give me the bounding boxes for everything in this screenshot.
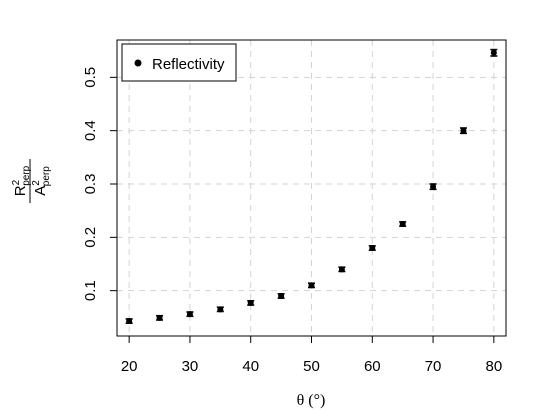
y-tick-label: 0.4 <box>82 120 99 141</box>
point-marker <box>430 183 437 190</box>
point-marker <box>338 266 345 273</box>
y-tick-label: 0.2 <box>82 227 99 248</box>
x-tick-label: 60 <box>364 358 381 375</box>
point-marker <box>369 245 376 251</box>
y-tick-label: 0.1 <box>82 280 99 301</box>
x-tick-label: 40 <box>242 358 259 375</box>
y-title-numerator: R2perp <box>11 165 32 196</box>
data-point <box>277 293 285 299</box>
data-points <box>125 48 498 325</box>
data-point <box>459 127 467 135</box>
data-point <box>429 183 437 191</box>
legend-marker <box>134 59 142 67</box>
point-marker <box>217 306 224 313</box>
x-tick-label: 30 <box>182 358 199 375</box>
point-marker <box>278 293 285 299</box>
x-tick-label: 80 <box>486 358 503 375</box>
data-point <box>125 318 133 325</box>
x-tick-label: 50 <box>303 358 320 375</box>
point-marker <box>156 314 163 321</box>
point-marker <box>186 311 193 318</box>
legend-label: Reflectivity <box>152 56 225 73</box>
point-marker <box>399 221 406 227</box>
point-marker <box>460 127 467 134</box>
x-axis: 20 30 40 50 60 70 80 <box>121 335 503 375</box>
data-point <box>247 299 255 306</box>
data-point <box>308 282 315 289</box>
grid-lines <box>117 40 506 336</box>
data-point <box>399 221 407 227</box>
data-point <box>156 314 164 321</box>
point-marker <box>247 299 254 306</box>
point-marker <box>308 282 315 289</box>
data-point <box>338 266 346 273</box>
data-point <box>368 245 376 251</box>
y-axis-title: R2perp A2perp <box>11 159 52 203</box>
y-title-denominator: A2perp <box>31 166 52 196</box>
x-tick-label: 70 <box>425 358 442 375</box>
data-point <box>216 306 224 313</box>
legend: Reflectivity <box>121 43 237 82</box>
point-marker <box>490 49 497 56</box>
point-marker <box>126 318 133 325</box>
x-axis-title: θ (°) <box>297 392 326 409</box>
data-point <box>186 311 194 318</box>
x-tick-label: 20 <box>121 358 138 375</box>
data-point <box>490 48 498 57</box>
y-axis: 0.1 0.2 0.3 0.4 0.5 <box>82 67 118 301</box>
y-tick-label: 0.3 <box>82 174 99 195</box>
y-tick-label: 0.5 <box>82 67 99 88</box>
